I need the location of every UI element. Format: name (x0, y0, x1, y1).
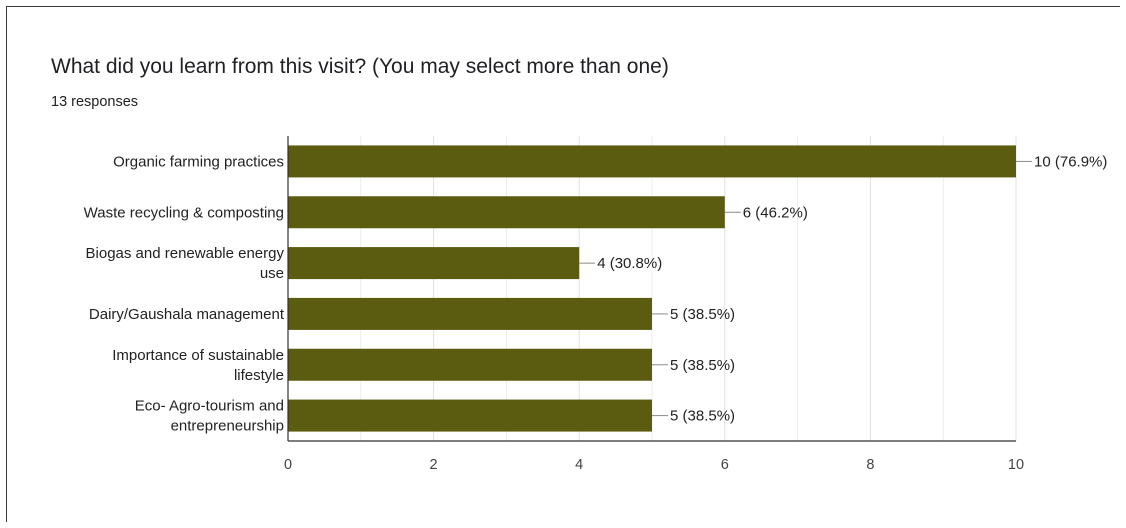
data-label-5: 5 (38.5%) (670, 408, 735, 425)
data-label-3: 5 (38.5%) (670, 306, 735, 323)
x-tick-label-2: 2 (430, 457, 438, 473)
category-label-1: Waste recycling & composting (84, 204, 284, 221)
category-label-3: Dairy/Gaushala management (89, 306, 285, 323)
response-count: 13 responses (51, 94, 139, 110)
category-label-0: Organic farming practices (113, 153, 284, 170)
category-label-5-line-0: Eco- Agro-tourism and (135, 398, 284, 415)
x-tick-label-8: 8 (866, 457, 874, 473)
bar-3 (288, 297, 652, 330)
category-label-2-line-0: Biogas and renewable energy (86, 245, 285, 262)
category-label-4-line-0: Importance of sustainable (112, 347, 284, 364)
question-title: What did you learn from this visit? (You… (51, 55, 669, 78)
category-label-4-line-1: lifestyle (234, 367, 284, 384)
bar-5 (288, 399, 652, 432)
data-label-0: 10 (76.9%) (1034, 153, 1107, 170)
data-label-4: 5 (38.5%) (670, 357, 735, 374)
x-tick-label-10: 10 (1008, 457, 1024, 473)
bar-4 (288, 348, 652, 381)
bar-0 (288, 145, 1016, 178)
x-tick-label-6: 6 (721, 457, 729, 473)
bar-2 (288, 247, 580, 280)
data-label-1: 6 (46.2%) (743, 204, 808, 221)
data-label-2: 4 (30.8%) (597, 255, 662, 272)
category-label-5-line-1: entrepreneurship (171, 418, 284, 435)
x-tick-label-0: 0 (284, 457, 292, 473)
bar-1 (288, 196, 725, 229)
x-tick-label-4: 4 (575, 457, 583, 473)
category-label-2-line-1: use (260, 265, 284, 282)
